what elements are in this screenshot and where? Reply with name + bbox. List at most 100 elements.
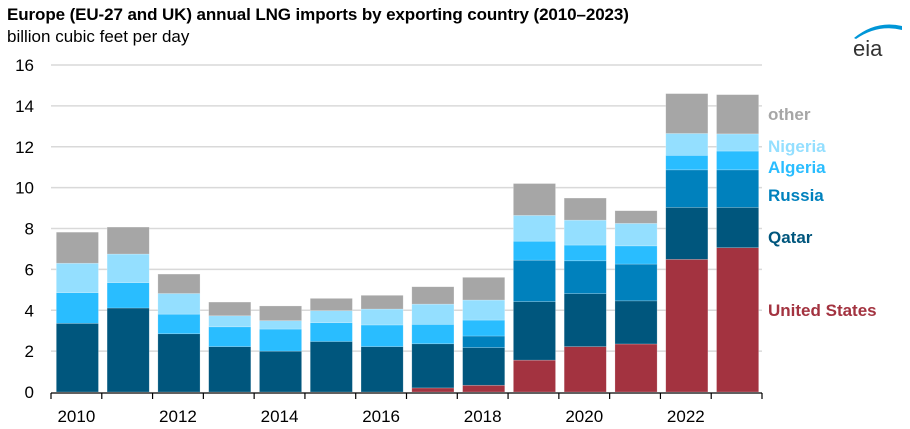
bar-stack-2016 [360, 295, 404, 393]
bar-segment-algeria [360, 324, 404, 347]
bar-segment-nigeria [157, 293, 201, 315]
bar-segment-qatar [462, 347, 506, 386]
bar-segment-other [56, 231, 99, 264]
x-tick-label: 2012 [159, 407, 197, 426]
bar-segment-other [462, 277, 506, 301]
x-tick-label: 2018 [464, 407, 502, 426]
bar-stack-2013 [208, 301, 252, 393]
bar-stack-2012 [157, 273, 201, 393]
legend-label-algeria: Algeria [768, 158, 826, 177]
bar-segment-russia [563, 260, 607, 294]
bar-segment-algeria [716, 150, 759, 171]
bar-segment-other [563, 197, 607, 221]
bar-segment-qatar [309, 341, 353, 393]
chart-title: Europe (EU-27 and UK) annual LNG imports… [7, 5, 629, 24]
legend-label-other: other [768, 105, 811, 124]
bar-stack-2017 [411, 286, 455, 393]
bar-segment-russia [614, 263, 658, 302]
bar-segment-algeria [665, 155, 709, 171]
bar-segment-algeria [157, 313, 201, 335]
bar-segment-other [716, 94, 759, 135]
y-tick-label: 10 [15, 179, 34, 198]
bar-segment-united-states [614, 343, 658, 393]
bar-segment-other [309, 298, 353, 311]
y-tick-label: 0 [25, 383, 34, 402]
bar-segment-algeria [56, 292, 99, 324]
bar-segment-algeria [309, 322, 353, 342]
bar-segment-nigeria [665, 133, 709, 156]
bar-segment-qatar [665, 207, 709, 260]
bar-segment-qatar [106, 307, 150, 393]
bar-stack-2020 [563, 197, 607, 393]
eia-logo-text: eia [853, 36, 883, 58]
bar-segment-qatar [614, 300, 658, 345]
bar-stack-2010 [56, 231, 99, 393]
bar-segment-nigeria [716, 133, 759, 152]
legend-label-united-states: United States [768, 301, 877, 320]
bar-segment-nigeria [513, 215, 556, 242]
bar-stack-2014 [259, 305, 302, 393]
bar-segment-russia [665, 169, 709, 208]
bar-segment-nigeria [462, 299, 506, 321]
x-tick-label: 2016 [362, 407, 400, 426]
legend: United States Qatar Russia Algeria Nigeria ot… [768, 105, 877, 320]
eia-logo: eia [853, 24, 902, 58]
bar-segment-nigeria [360, 308, 404, 326]
bar-segment-united-states [563, 346, 607, 393]
y-tick-label: 4 [25, 301, 34, 320]
y-tick-label: 8 [25, 220, 34, 239]
y-tick-label: 12 [15, 138, 34, 157]
bar-segment-algeria [462, 319, 506, 337]
bar-segment-algeria [513, 240, 556, 261]
bar-segment-qatar [56, 323, 99, 393]
bar-segment-russia [716, 169, 759, 208]
bar-segment-other [411, 286, 455, 305]
x-axis: 2010 2012 2014 2016 2018 2020 2022 [50, 392, 763, 426]
eia-logo-swoosh-icon [854, 24, 902, 39]
bar-segment-nigeria [106, 253, 150, 283]
bars [56, 93, 759, 393]
x-tick-label: 2014 [261, 407, 299, 426]
bar-segment-other [665, 93, 709, 134]
y-tick-label: 16 [15, 56, 34, 75]
bar-segment-algeria [563, 244, 607, 262]
bar-stack-2011 [106, 226, 150, 393]
bar-segment-qatar [513, 301, 556, 361]
legend-label-qatar: Qatar [768, 228, 813, 247]
bar-segment-united-states [462, 384, 506, 393]
bar-segment-algeria [259, 328, 302, 352]
bar-segment-united-states [665, 259, 709, 393]
bar-segment-algeria [411, 324, 455, 345]
bar-segment-russia [513, 259, 556, 302]
bar-segment-algeria [106, 282, 150, 309]
bar-segment-united-states [411, 387, 455, 393]
bar-segment-united-states [513, 359, 556, 393]
bar-segment-nigeria [411, 303, 455, 325]
bar-stack-2021 [614, 210, 658, 393]
legend-label-nigeria: Nigeria [768, 137, 826, 156]
bar-segment-qatar [259, 350, 302, 393]
x-tick-label: 2020 [565, 407, 603, 426]
bar-segment-qatar [360, 346, 404, 393]
legend-label-russia: Russia [768, 186, 824, 205]
x-tick-label: 2022 [667, 407, 705, 426]
bar-segment-other [614, 210, 658, 224]
bar-segment-nigeria [208, 315, 252, 328]
bar-segment-other [513, 183, 556, 216]
bar-segment-nigeria [563, 219, 607, 246]
bar-segment-nigeria [56, 262, 99, 293]
bar-segment-qatar [563, 293, 607, 347]
bar-segment-other [360, 295, 404, 310]
chart-subtitle: billion cubic feet per day [7, 27, 190, 46]
bar-segment-qatar [716, 207, 759, 249]
y-tick-label: 2 [25, 342, 34, 361]
bar-segment-other [106, 226, 150, 255]
bar-stack-2022 [665, 93, 709, 393]
bar-segment-nigeria [614, 223, 658, 247]
bar-segment-nigeria [259, 320, 302, 330]
bar-stack-2018 [462, 277, 506, 393]
bar-segment-qatar [208, 346, 252, 393]
bar-segment-russia [462, 335, 506, 348]
bar-segment-other [157, 273, 201, 294]
